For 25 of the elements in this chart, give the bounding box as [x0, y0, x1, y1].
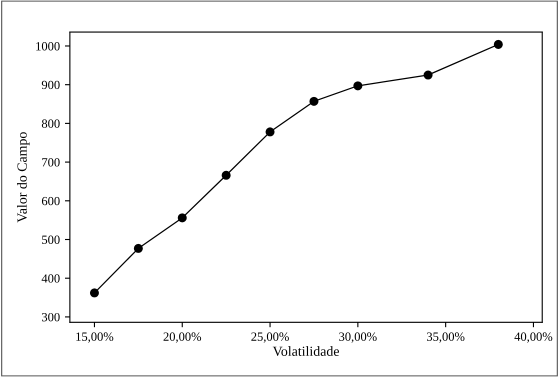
- y-tick-label: 600: [42, 196, 60, 206]
- y-tick-label: 700: [42, 158, 60, 167]
- y-tick-label: 800: [42, 119, 60, 128]
- point: [266, 127, 275, 136]
- x-tick-label: 20,00%: [164, 332, 202, 343]
- point: [90, 288, 99, 298]
- x-axis-title: Volatilidade: [272, 346, 339, 356]
- x-tick-label: 40,00%: [514, 332, 552, 343]
- point: [309, 96, 318, 106]
- y-tick-label: 1000: [36, 42, 60, 50]
- point: [353, 81, 362, 90]
- x-tick-label: 30,00%: [339, 332, 377, 343]
- point: [178, 213, 187, 222]
- y-tick-label: 400: [42, 274, 60, 283]
- y-axis-title: Valor do Campo: [17, 132, 30, 223]
- y-tick-label: 500: [42, 236, 60, 244]
- x-tick-label: 25,00%: [251, 332, 289, 343]
- x-tick-label: 35,00%: [426, 332, 464, 343]
- point: [134, 244, 143, 253]
- point: [494, 40, 503, 49]
- point: [222, 170, 231, 180]
- y-tick-label: 300: [42, 312, 60, 322]
- x-tick-label: 15,00%: [76, 332, 114, 343]
- y-tick-label: 900: [42, 80, 60, 90]
- point: [424, 70, 433, 80]
